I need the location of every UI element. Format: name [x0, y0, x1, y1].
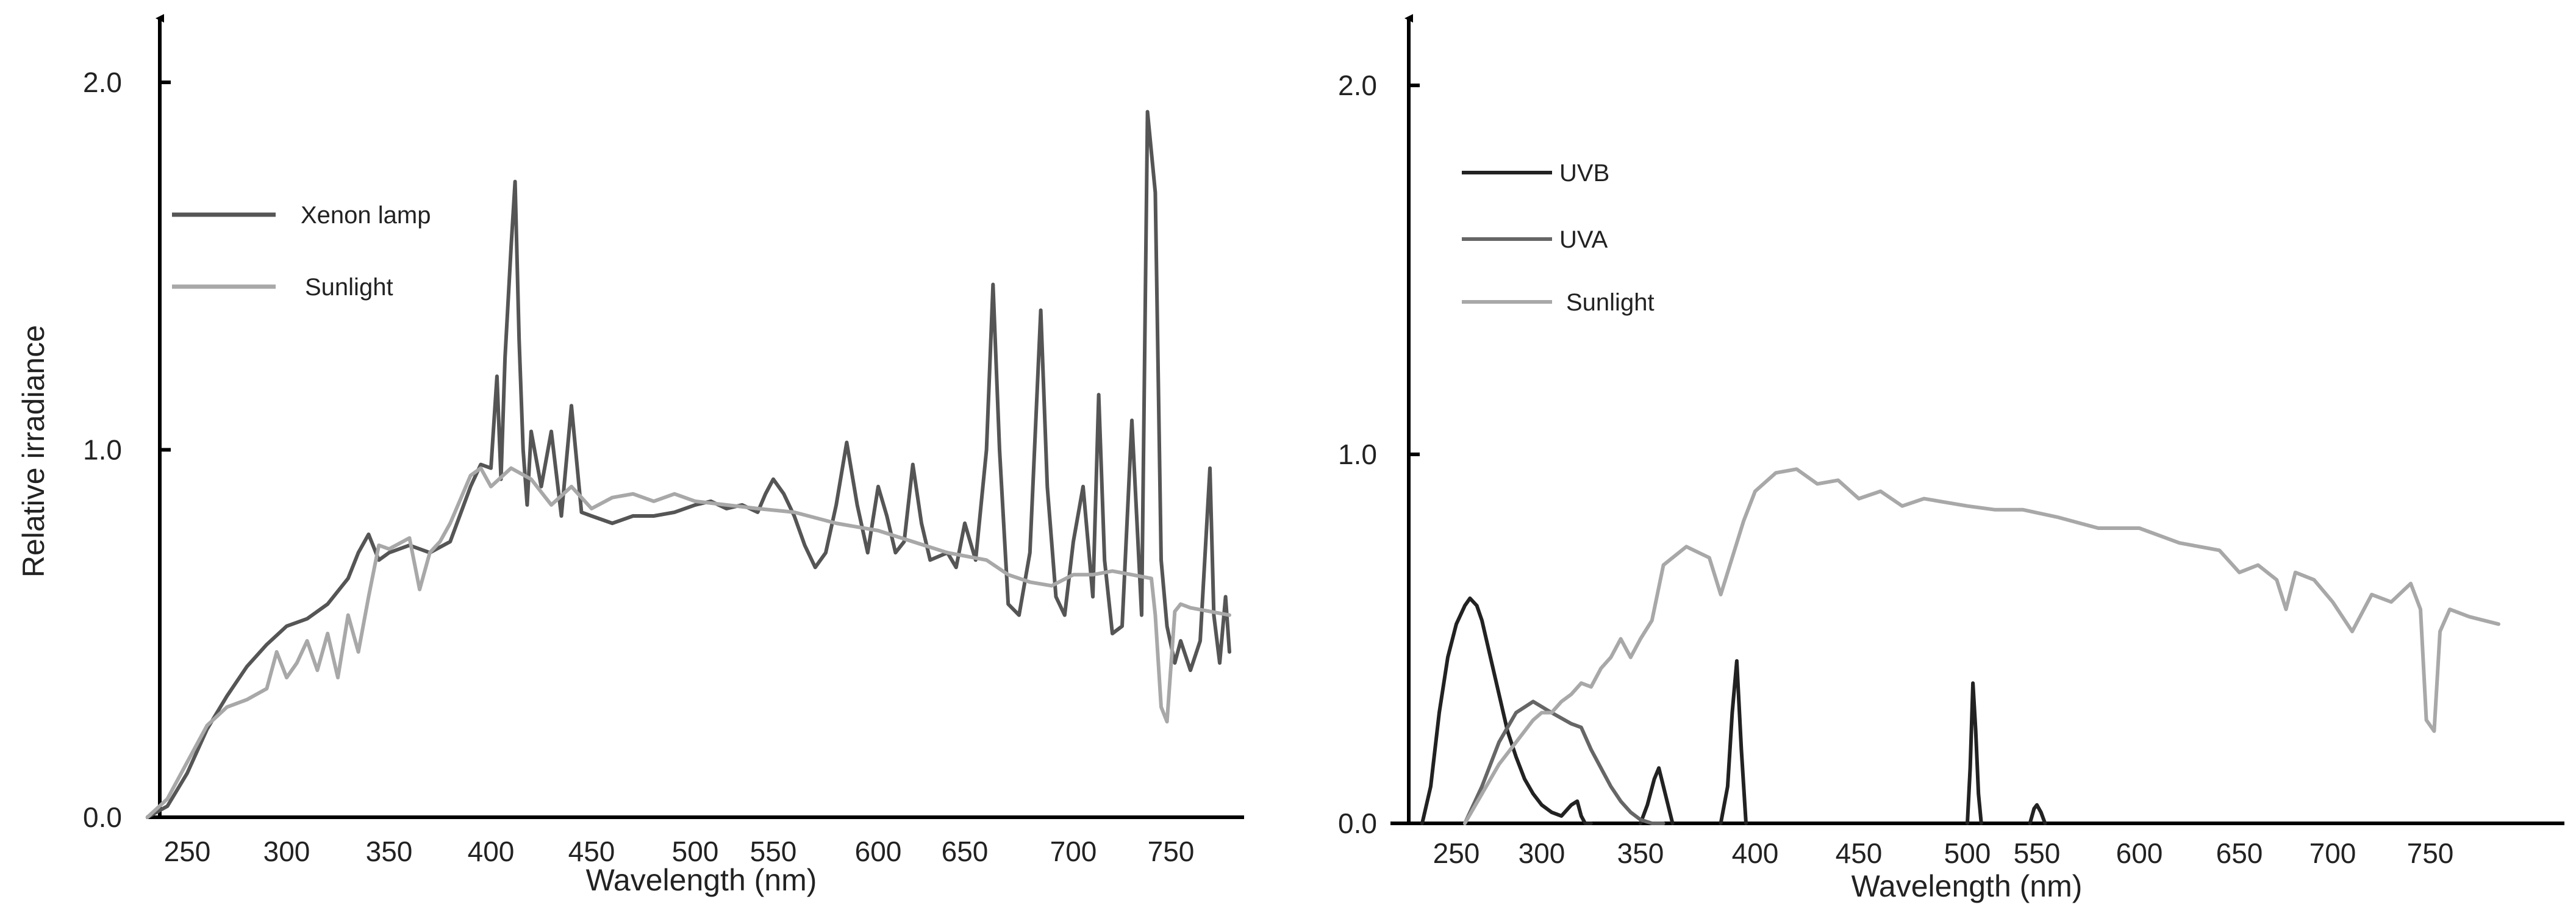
x-tick-label: 650 [2216, 837, 2263, 869]
uv-spectrum-chart: 0.0 1.0 2.0 250 300 350 400 450 500 550 600 650 700… [1338, 14, 2564, 903]
y-axis-title: Relative irradiance [16, 325, 51, 578]
y-tick-label: 0.0 [83, 801, 122, 833]
series-peak-uvb [1966, 681, 1983, 825]
legend: Xenon lamp Sunlight [172, 202, 431, 301]
x-tick-label: 400 [1732, 837, 1779, 869]
x-tick-label: 350 [1617, 837, 1664, 869]
y-tick-label: 1.0 [1338, 439, 1377, 470]
x-tick-label: 300 [1519, 837, 1565, 869]
series-line-xenon-lamp [145, 110, 1231, 819]
series-peak-uvb [1719, 659, 1748, 825]
x-tick-label: 500 [1944, 837, 1991, 869]
legend-label-uva: UVA [1559, 226, 1608, 253]
y-tick-label: 2.0 [1338, 70, 1377, 101]
x-tick-label: 500 [672, 836, 719, 867]
series-line-sunlight [145, 466, 1231, 819]
y-tick-label: 2.0 [83, 66, 122, 98]
series-line-uva [1463, 700, 1665, 825]
legend-label-sunlight: Sunlight [305, 274, 393, 301]
x-tick-label: 600 [2116, 837, 2163, 869]
x-tick-label: 250 [164, 836, 211, 867]
x-axis-title: Wavelength (nm) [1852, 869, 2083, 903]
legend-label-sunlight: Sunlight [1566, 289, 1655, 316]
x-tick-label: 700 [2309, 837, 2356, 869]
x-tick-label: 450 [568, 836, 615, 867]
series-line-uvb [1420, 596, 1593, 825]
legend-label-xenon: Xenon lamp [301, 202, 431, 229]
x-tick-label: 750 [1148, 836, 1195, 867]
series-line-sunlight [1463, 467, 2500, 825]
x-tick-label: 650 [942, 836, 989, 867]
x-tick-label: 450 [1836, 837, 1883, 869]
x-tick-label: 750 [2407, 837, 2454, 869]
x-axis-title: Wavelength (nm) [586, 863, 817, 897]
x-tick-label: 600 [855, 836, 902, 867]
series-peak-uvb [2028, 803, 2047, 825]
x-tick-label: 550 [750, 836, 797, 867]
y-tick-label: 1.0 [83, 434, 122, 466]
x-tick-label: 550 [2014, 837, 2061, 869]
x-tick-label: 300 [263, 836, 310, 867]
x-tick-label: 400 [468, 836, 515, 867]
series-peak-uvb [1639, 766, 1675, 825]
xenon-spectrum-chart: 0.0 1.0 2.0 250 300 350 400 450 500 550 600 650 700… [16, 14, 1244, 897]
y-tick-label: 0.0 [1338, 807, 1377, 839]
legend: UVB UVA Sunlight [1462, 160, 1655, 316]
x-tick-label: 700 [1050, 836, 1097, 867]
x-tick-label: 250 [1433, 837, 1480, 869]
legend-label-uvb: UVB [1559, 160, 1609, 187]
x-tick-label: 350 [366, 836, 413, 867]
